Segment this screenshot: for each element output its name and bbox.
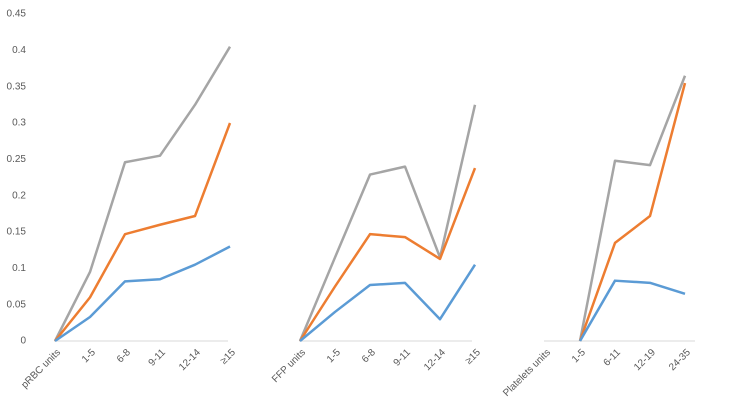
y-tick-label: 0.25 (7, 154, 27, 165)
y-tick-label: 0.1 (12, 263, 26, 274)
x-tick-label: ≥15 (463, 347, 483, 367)
y-tick-label: 0.35 (7, 81, 27, 92)
y-tick-label: 0.3 (12, 118, 26, 129)
x-tick-label: FFP units (270, 347, 308, 385)
series-line (53, 46, 232, 342)
x-tick-label: 12-14 (177, 347, 203, 373)
x-tick-label: 1-5 (325, 347, 343, 365)
x-tick-label: 1-5 (80, 347, 98, 365)
x-tick-label: 6-8 (360, 347, 378, 365)
y-tick-label: 0.05 (7, 299, 27, 310)
x-tick-label: ≥15 (218, 347, 238, 367)
series-line (54, 122, 232, 342)
x-tick-label: Platelets units (501, 347, 553, 399)
series-line (298, 167, 477, 342)
x-tick-label: 9-11 (147, 347, 169, 369)
y-tick-label: 0.2 (12, 190, 26, 201)
x-tick-label: 1-5 (570, 347, 588, 365)
x-tick-label: pRBC units (19, 347, 63, 391)
y-tick-label: 0.15 (7, 227, 27, 238)
series-line (578, 279, 686, 342)
x-tick-label: 24-35 (667, 347, 693, 373)
y-tick-label: 0 (20, 336, 26, 347)
x-tick-label: 12-14 (422, 347, 448, 373)
y-tick-label: 0.4 (12, 45, 26, 56)
x-tick-label: 6-8 (115, 347, 133, 365)
y-tick-label: 0.45 (7, 9, 27, 20)
series-line (578, 82, 687, 342)
series-line (299, 264, 477, 342)
x-tick-label: 12-19 (632, 347, 658, 373)
x-tick-label: 6-11 (602, 347, 624, 369)
series-line (298, 104, 477, 342)
series-line (54, 245, 231, 343)
x-tick-label: 9-11 (392, 347, 414, 369)
series-line (578, 75, 687, 342)
